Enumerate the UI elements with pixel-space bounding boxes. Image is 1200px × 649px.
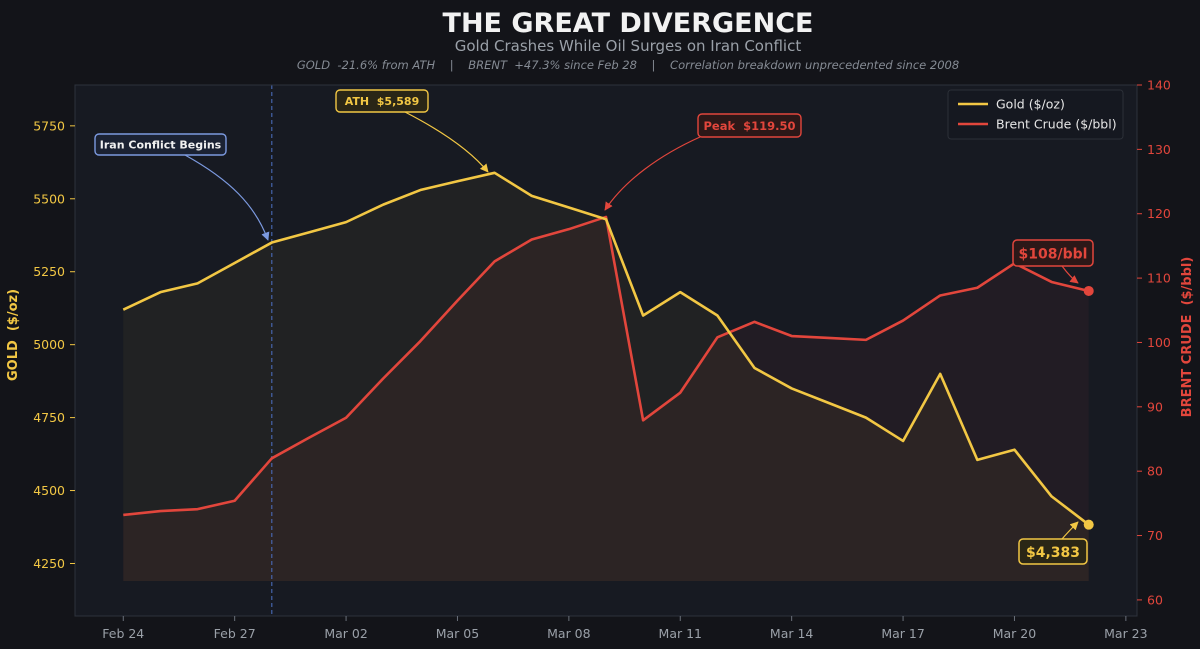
left-tick-label: 4750 <box>33 410 65 425</box>
right-tick-label: 70 <box>1147 528 1163 543</box>
left-tick-label: 5250 <box>33 264 65 279</box>
x-tick-label: Mar 23 <box>1104 626 1147 641</box>
left-axis-label: GOLD ($/oz) <box>6 289 21 381</box>
legend[interactable]: Gold ($/oz) Brent Crude ($/bbl) <box>948 90 1123 139</box>
right-axis-ticks: 60 70 80 90 100 110 120 130 140 <box>1137 78 1171 608</box>
annotation-gold-end-text: $4,383 <box>1026 545 1080 561</box>
annotation-peak-text: Peak $119.50 <box>703 119 795 133</box>
left-tick-label: 4500 <box>33 483 65 498</box>
chart-info-line: GOLD -21.6% from ATH | BRENT +47.3% sinc… <box>297 58 959 72</box>
left-axis-ticks: 4250 4500 4750 5000 5250 5500 5750 <box>33 118 75 571</box>
x-tick-label: Feb 27 <box>214 626 256 641</box>
right-tick-label: 120 <box>1147 206 1171 221</box>
x-axis-ticks: Feb 24 Feb 27 Mar 02 Mar 05 Mar 08 Mar 11 Mar … <box>102 616 1147 641</box>
right-tick-label: 130 <box>1147 142 1171 157</box>
chart-title: THE GREAT DIVERGENCE <box>443 8 814 39</box>
chart-subtitle: Gold Crashes While Oil Surges on Iran Co… <box>455 37 802 55</box>
left-tick-label: 4250 <box>33 556 65 571</box>
gold-end-marker <box>1084 520 1094 530</box>
x-tick-label: Mar 20 <box>993 626 1037 641</box>
right-tick-label: 90 <box>1147 399 1163 414</box>
x-tick-label: Mar 14 <box>770 626 814 641</box>
oil-end-marker <box>1084 286 1094 296</box>
right-tick-label: 110 <box>1147 271 1171 286</box>
annotation-iran-text: Iran Conflict Begins <box>100 139 222 152</box>
left-tick-label: 5000 <box>33 337 65 352</box>
legend-label-oil[interactable]: Brent Crude ($/bbl) <box>996 117 1117 132</box>
annotation-ath-text: ATH $5,589 <box>345 95 419 108</box>
x-tick-label: Mar 17 <box>881 626 924 641</box>
chart: THE GREAT DIVERGENCE Gold Crashes While … <box>0 0 1200 649</box>
right-axis-label: BRENT CRUDE ($/bbl) <box>1180 257 1195 418</box>
right-tick-label: 60 <box>1147 592 1163 607</box>
x-tick-label: Mar 05 <box>436 626 479 641</box>
right-tick-label: 140 <box>1147 78 1171 93</box>
right-tick-label: 80 <box>1147 464 1163 479</box>
left-tick-label: 5750 <box>33 118 65 133</box>
x-tick-label: Mar 11 <box>659 626 702 641</box>
x-tick-label: Feb 24 <box>102 626 144 641</box>
x-tick-label: Mar 02 <box>324 626 367 641</box>
x-tick-label: Mar 08 <box>547 626 591 641</box>
legend-label-gold[interactable]: Gold ($/oz) <box>996 97 1065 112</box>
annotation-oil-end-text: $108/bbl <box>1019 247 1088 263</box>
left-tick-label: 5500 <box>33 191 65 206</box>
right-tick-label: 100 <box>1147 335 1171 350</box>
